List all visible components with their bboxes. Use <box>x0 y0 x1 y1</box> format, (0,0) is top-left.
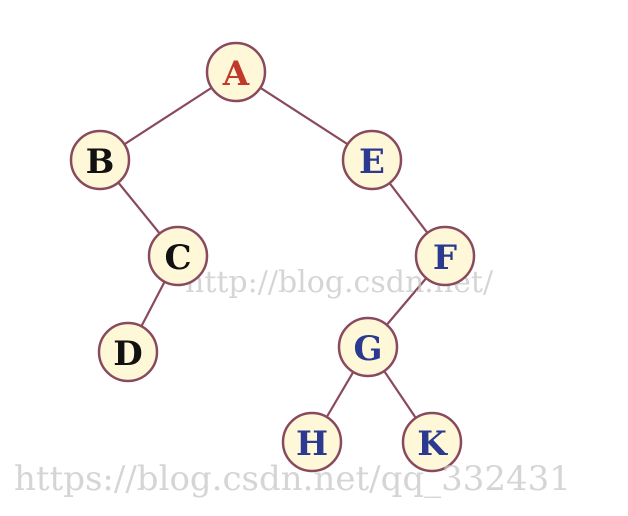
node-circle <box>341 129 403 191</box>
node-k: K <box>401 411 463 473</box>
node-circle <box>205 41 267 103</box>
node-f: F <box>414 225 476 287</box>
node-label: G <box>353 329 382 369</box>
node-label: B <box>86 142 115 182</box>
watermark-bottom: https://blog.csdn.net/qq_332431 <box>14 459 571 499</box>
node-c: C <box>147 225 209 287</box>
node-b: B <box>69 129 131 191</box>
node-circle <box>401 411 463 473</box>
node-circle <box>414 225 476 287</box>
node-g: G <box>337 316 399 378</box>
node-circle <box>69 129 131 191</box>
node-label: D <box>113 334 142 374</box>
node-label: A <box>222 54 250 94</box>
node-circle <box>337 316 399 378</box>
node-e: E <box>341 129 403 191</box>
node-circle <box>97 321 159 383</box>
node-a: A <box>205 41 267 103</box>
node-label: E <box>359 142 385 182</box>
node-h: H <box>281 411 343 473</box>
tree-nodes: A B C D E F G H K <box>69 41 476 473</box>
node-label: K <box>417 424 448 464</box>
node-circle <box>281 411 343 473</box>
node-circle <box>147 225 209 287</box>
node-label: F <box>433 238 457 278</box>
node-label: C <box>164 238 191 278</box>
node-d: D <box>97 321 159 383</box>
node-label: H <box>296 424 328 464</box>
